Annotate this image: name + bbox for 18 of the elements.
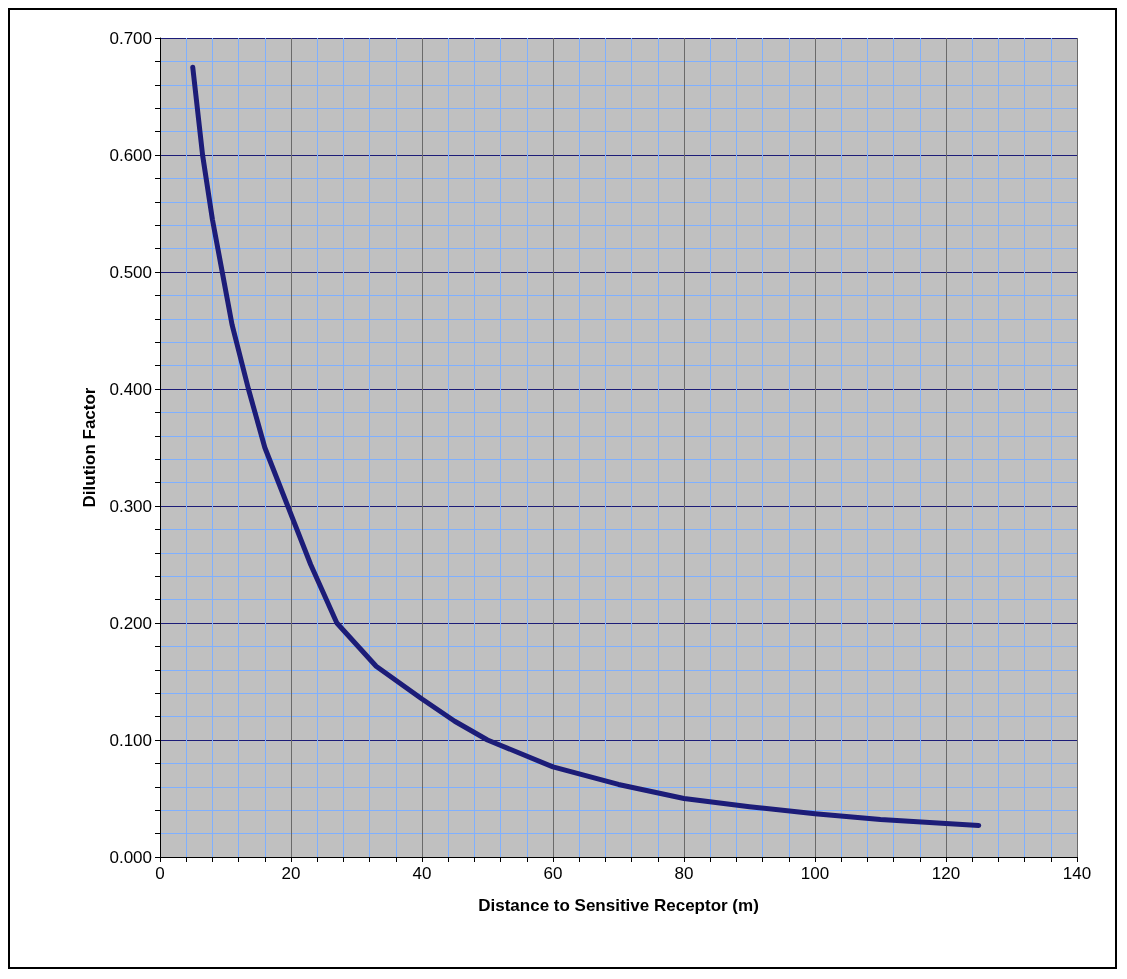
x-tick-label: 40 — [412, 864, 432, 883]
y-tick-label: 0.100 — [109, 730, 152, 750]
x-axis-title: Distance to Sensitive Receptor (m) — [478, 896, 759, 915]
x-tick-label: 120 — [931, 864, 961, 883]
x-tick-label: 60 — [543, 864, 563, 883]
y-tick-label: 0.300 — [109, 496, 152, 516]
x-tick-label: 140 — [1062, 864, 1092, 883]
x-tick-label: 100 — [800, 864, 830, 883]
y-tick-label: 0.700 — [109, 28, 152, 48]
y-axis-title: Dilution Factor — [80, 387, 99, 508]
x-tick-label: 0 — [155, 864, 165, 883]
x-tick-label: 80 — [674, 864, 694, 883]
y-tick-label: 0.600 — [109, 145, 152, 165]
y-tick-label: 0.000 — [109, 847, 152, 867]
y-tick-label: 0.500 — [109, 262, 152, 282]
y-tick-label: 0.400 — [109, 379, 152, 399]
y-tick-label: 0.200 — [109, 613, 152, 633]
x-tick-label: 20 — [281, 864, 301, 883]
